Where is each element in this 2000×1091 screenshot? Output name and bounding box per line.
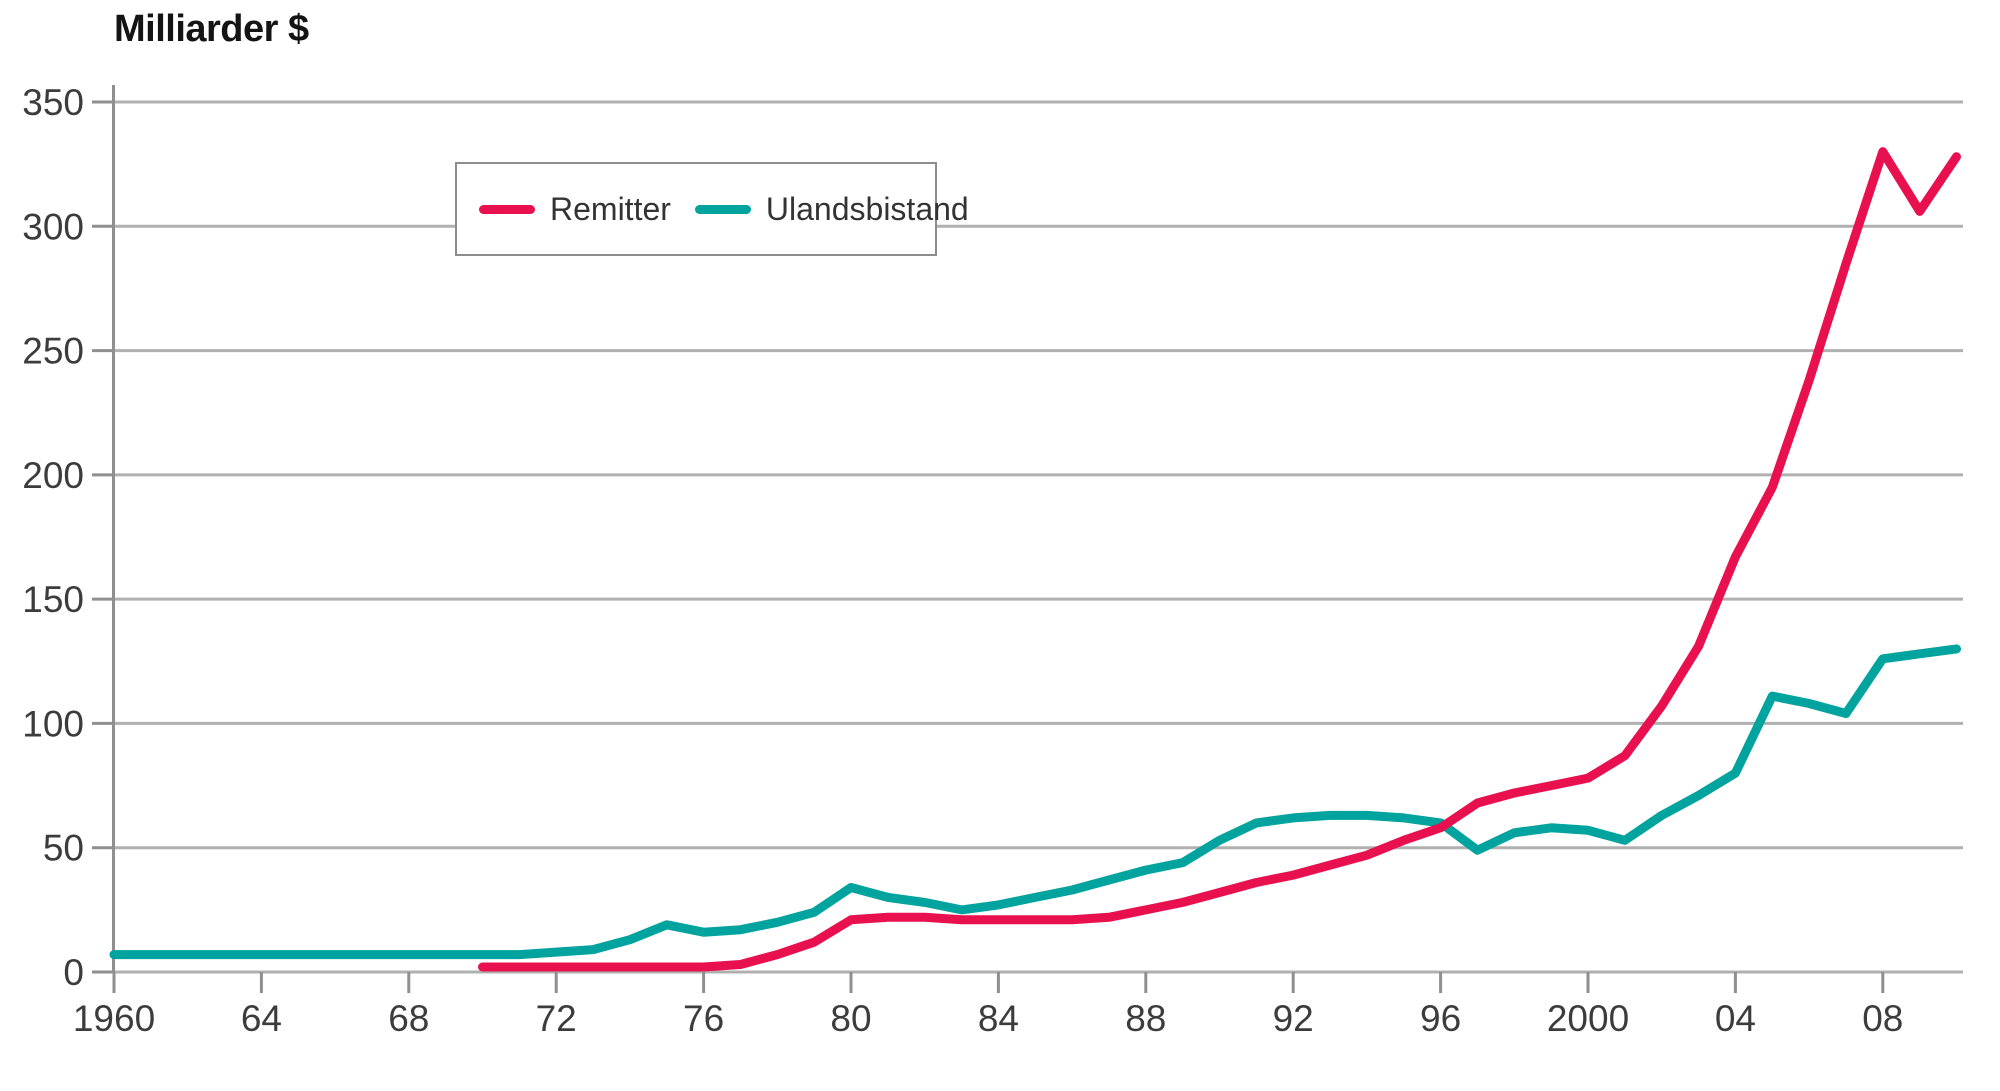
series-line-ulandsbistand	[109, 644, 1961, 960]
x-axis-label: 2000	[1547, 998, 1629, 1039]
chart-title: Milliarder $	[114, 8, 309, 50]
series-line-remitter	[478, 147, 1961, 972]
y-axis-label: 250	[22, 331, 84, 372]
x-axis-label: 64	[241, 998, 282, 1039]
y-axis-label: 350	[22, 82, 84, 123]
ulandsbistand-line-swatch-icon	[694, 204, 751, 214]
legend-label-remitter: Remitter	[550, 190, 671, 227]
x-axis-label: 76	[683, 998, 724, 1039]
x-axis-label: 08	[1862, 998, 1903, 1039]
y-axis-label: 150	[22, 579, 84, 620]
y-axis-label: 50	[43, 828, 84, 869]
y-axis-label: 300	[22, 206, 84, 247]
y-axis-label: 200	[22, 455, 84, 496]
x-axis-label: 04	[1715, 998, 1756, 1039]
legend-item-remitter: Remitter	[479, 191, 671, 228]
x-axis-label: 96	[1420, 998, 1461, 1039]
legend-label-ulandsbistand: Ulandsbistand	[765, 190, 969, 227]
x-axis-label: 1960	[73, 998, 155, 1039]
y-axis-label: 0	[63, 952, 84, 993]
x-axis-label: 92	[1273, 998, 1314, 1039]
remitter-line-swatch-icon	[479, 204, 535, 214]
legend: Remitter Ulandsbistand	[455, 162, 969, 256]
y-axis-label: 100	[22, 703, 84, 744]
x-axis-label: 80	[830, 998, 871, 1039]
x-axis-label: 84	[978, 998, 1019, 1039]
legend-item-ulandsbistand: Ulandsbistand	[694, 190, 969, 228]
x-axis-label: 68	[388, 998, 429, 1039]
x-axis-label: 88	[1125, 998, 1166, 1039]
x-axis-label: 72	[536, 998, 577, 1039]
